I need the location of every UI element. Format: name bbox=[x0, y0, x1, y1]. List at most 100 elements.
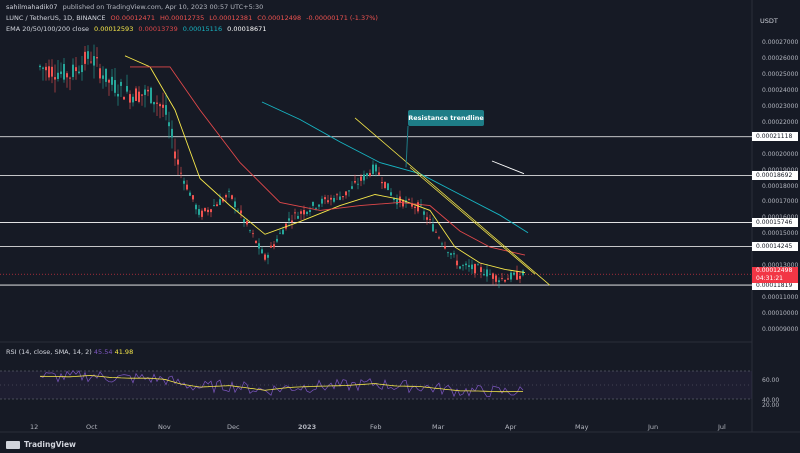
candle-body bbox=[507, 278, 509, 280]
candle-body bbox=[162, 104, 164, 108]
candle-body bbox=[495, 275, 497, 282]
candles-group bbox=[39, 44, 524, 289]
candle-body bbox=[417, 202, 419, 212]
candle-body bbox=[522, 270, 524, 276]
candle-body bbox=[282, 229, 284, 235]
candle-body bbox=[273, 244, 275, 248]
candle-body bbox=[381, 182, 383, 184]
candle-body bbox=[249, 230, 251, 232]
candle-body bbox=[480, 267, 482, 273]
candle-body bbox=[345, 191, 347, 196]
rsi-line bbox=[39, 370, 524, 398]
candle-body bbox=[156, 102, 158, 104]
time-tick-label: May bbox=[575, 423, 589, 431]
candle-body bbox=[111, 76, 113, 85]
price-tick-label: 0.00023000 bbox=[762, 102, 799, 110]
candle-body bbox=[423, 211, 425, 215]
candle-body bbox=[261, 249, 263, 254]
price-tick-label: 0.00019000 bbox=[762, 167, 798, 174]
ema-line bbox=[261, 101, 529, 234]
rsi-tick-label: 60.00 bbox=[762, 377, 780, 384]
close-value: C0.00012498 bbox=[257, 14, 302, 22]
candle-body bbox=[372, 164, 374, 174]
time-tick-label: 12 bbox=[30, 423, 39, 431]
candle-body bbox=[414, 206, 416, 209]
candle-body bbox=[450, 253, 452, 255]
candle-body bbox=[390, 192, 392, 196]
candle-body bbox=[69, 77, 71, 79]
candle-body bbox=[432, 224, 434, 232]
candle-body bbox=[456, 260, 458, 266]
candle-body bbox=[177, 159, 179, 165]
candle-body bbox=[42, 67, 44, 69]
candle-body bbox=[165, 105, 167, 115]
ema-indicator-label[interactable]: EMA 20/50/100/200 close bbox=[6, 25, 89, 33]
candle-body bbox=[150, 87, 152, 104]
candle-body bbox=[60, 71, 62, 75]
candle-body bbox=[369, 173, 371, 176]
resistance-trendline bbox=[354, 117, 551, 286]
rsi-header: RSI (14, close, SMA, 14, 2) 45.54 41.98 bbox=[6, 348, 133, 356]
candle-body bbox=[234, 201, 236, 208]
candle-body bbox=[198, 209, 200, 215]
candle-body bbox=[129, 94, 131, 103]
candle-body bbox=[483, 274, 485, 276]
trendlines bbox=[354, 117, 551, 286]
candle-body bbox=[435, 231, 437, 233]
candle-body bbox=[75, 67, 77, 72]
open-value: O0.00012471 bbox=[110, 14, 155, 22]
low-value: L0.00012381 bbox=[209, 14, 253, 22]
candle-body bbox=[441, 243, 443, 245]
candle-body bbox=[429, 219, 431, 221]
candle-body bbox=[87, 51, 89, 59]
candle-body bbox=[285, 223, 287, 229]
candle-body bbox=[477, 264, 479, 266]
header-line-2: LUNC / TetherUS, 1D, BINANCE O0.00012471… bbox=[6, 14, 381, 22]
current-price-value: 0.00012498 bbox=[756, 267, 793, 275]
candle-body bbox=[153, 102, 155, 105]
candle-body bbox=[99, 68, 101, 79]
price-tick-label: 0.00011000 bbox=[762, 294, 799, 302]
rsi-pane bbox=[0, 370, 752, 400]
candle-body bbox=[276, 238, 278, 242]
candle-body bbox=[144, 89, 146, 95]
candle-body bbox=[189, 192, 191, 196]
candle-body bbox=[339, 196, 341, 200]
level-price-tag: 0.00014245 bbox=[752, 241, 798, 251]
ema20-value: 0.00012593 bbox=[94, 25, 134, 33]
candle-body bbox=[378, 172, 380, 175]
symbol-label[interactable]: LUNC / TetherUS, 1D, BINANCE bbox=[6, 14, 106, 22]
candle-body bbox=[225, 195, 227, 198]
candle-body bbox=[201, 210, 203, 217]
candle-body bbox=[504, 280, 506, 282]
candle-body bbox=[294, 212, 296, 214]
header-line-3: EMA 20/50/100/200 close 0.00012593 0.000… bbox=[6, 25, 269, 33]
candle-body bbox=[279, 232, 281, 234]
rsi-indicator-label[interactable]: RSI (14, close, SMA, 14, 2) bbox=[6, 348, 92, 356]
candle-body bbox=[66, 73, 68, 78]
candle-body bbox=[147, 89, 149, 92]
candle-body bbox=[360, 176, 362, 181]
candle-body bbox=[78, 71, 80, 74]
candle-body bbox=[426, 217, 428, 220]
candle-body bbox=[486, 269, 488, 277]
candle-body bbox=[222, 198, 224, 202]
candle-body bbox=[258, 243, 260, 249]
tradingview-logo[interactable]: TradingView bbox=[6, 440, 76, 449]
candle-body bbox=[159, 104, 161, 107]
level-price-tag: 0.00015746 bbox=[752, 217, 798, 227]
candle-body bbox=[39, 65, 41, 68]
candle-body bbox=[306, 211, 308, 215]
candle-body bbox=[318, 204, 320, 207]
candle-body bbox=[519, 275, 521, 279]
rsi-tick-label: 40.00 bbox=[762, 397, 780, 404]
candle-body bbox=[207, 209, 209, 213]
publisher-name: sahilmahadik07 bbox=[6, 3, 58, 11]
candle-body bbox=[114, 80, 116, 93]
candle-body bbox=[213, 205, 215, 206]
annotation-pointer bbox=[405, 125, 409, 168]
candle-body bbox=[303, 210, 305, 215]
candle-body bbox=[243, 219, 245, 223]
